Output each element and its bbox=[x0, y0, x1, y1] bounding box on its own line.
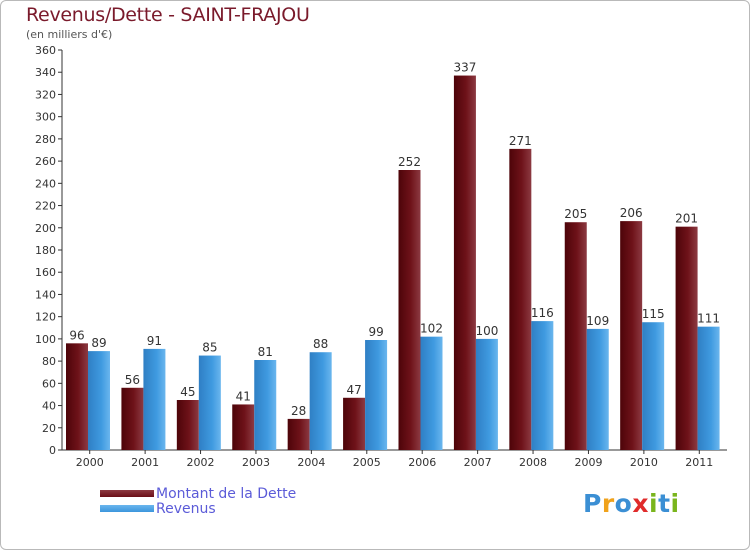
y-tick-label: 160 bbox=[35, 266, 56, 279]
logo-letter: x bbox=[632, 489, 649, 518]
debt-bar bbox=[176, 400, 199, 450]
y-tick-label: 80 bbox=[42, 355, 56, 368]
y-tick-label: 220 bbox=[35, 200, 56, 213]
revenue-value-label: 115 bbox=[642, 307, 665, 321]
x-tick-label: 2005 bbox=[353, 456, 381, 469]
revenue-value-label: 111 bbox=[697, 312, 720, 326]
legend-item-debt: Montant de la Dette bbox=[100, 485, 297, 502]
x-tick-label: 2009 bbox=[574, 456, 602, 469]
x-tick-label: 2003 bbox=[242, 456, 270, 469]
revenue-bar bbox=[642, 322, 665, 450]
y-tick-label: 120 bbox=[35, 311, 56, 324]
revenue-value-label: 102 bbox=[420, 322, 443, 336]
debt-value-label: 47 bbox=[346, 383, 361, 397]
debt-value-label: 205 bbox=[564, 207, 587, 221]
x-tick-label: 2011 bbox=[685, 456, 713, 469]
revenue-value-label: 88 bbox=[313, 337, 328, 351]
revenue-bar bbox=[309, 352, 332, 450]
debt-bar bbox=[398, 170, 421, 450]
debt-value-label: 201 bbox=[675, 212, 698, 226]
x-tick-label: 2010 bbox=[630, 456, 658, 469]
legend-label-revenue: Revenus bbox=[156, 500, 216, 517]
debt-bar bbox=[620, 221, 643, 450]
y-tick-label: 40 bbox=[42, 400, 56, 413]
debt-value-label: 96 bbox=[69, 328, 84, 342]
revenue-value-label: 109 bbox=[586, 314, 609, 328]
y-tick-label: 140 bbox=[35, 288, 56, 301]
debt-value-label: 56 bbox=[125, 373, 140, 387]
y-tick-label: 200 bbox=[35, 222, 56, 235]
debt-value-label: 252 bbox=[398, 155, 421, 169]
logo-letter: P bbox=[583, 489, 602, 518]
revenue-bar bbox=[254, 360, 277, 450]
revenue-value-label: 99 bbox=[368, 325, 383, 339]
revenue-bar bbox=[475, 338, 498, 450]
proxiti-logo: Proxiti bbox=[583, 489, 680, 518]
debt-value-label: 271 bbox=[509, 134, 532, 148]
revenue-value-label: 85 bbox=[202, 341, 217, 355]
y-tick-label: 180 bbox=[35, 244, 56, 257]
logo-letter: i bbox=[649, 489, 659, 518]
revenue-bar bbox=[420, 336, 443, 450]
revenue-value-label: 91 bbox=[147, 334, 162, 348]
debt-bar bbox=[564, 222, 587, 450]
x-tick-label: 2000 bbox=[76, 456, 104, 469]
legend-swatch-debt bbox=[100, 490, 154, 497]
revenue-bar bbox=[88, 351, 110, 450]
logo-letter: r bbox=[601, 489, 615, 518]
debt-value-label: 41 bbox=[236, 389, 251, 403]
revenue-bar bbox=[697, 326, 720, 450]
y-tick-label: 320 bbox=[35, 88, 56, 101]
y-tick-label: 360 bbox=[35, 44, 56, 57]
y-tick-label: 0 bbox=[49, 444, 56, 457]
debt-bar bbox=[343, 397, 366, 450]
y-tick-label: 240 bbox=[35, 177, 56, 190]
unit-label: (en milliers d'€) bbox=[26, 28, 113, 41]
legend-swatch-revenue bbox=[100, 505, 154, 512]
legend-item-revenue: Revenus bbox=[100, 500, 296, 517]
y-tick-label: 20 bbox=[42, 422, 56, 435]
x-tick-label: 2007 bbox=[464, 456, 492, 469]
x-tick-label: 2006 bbox=[408, 456, 436, 469]
legend-label-debt: Montant de la Dette bbox=[156, 485, 297, 502]
revenue-value-label: 81 bbox=[258, 345, 273, 359]
x-tick-label: 2008 bbox=[519, 456, 547, 469]
revenue-bar bbox=[365, 340, 388, 450]
revenue-bar bbox=[198, 355, 221, 450]
debt-bar bbox=[287, 418, 310, 450]
revenue-bar bbox=[586, 328, 609, 450]
debt-value-label: 28 bbox=[291, 404, 306, 418]
revenue-bar bbox=[143, 348, 166, 450]
debt-bar bbox=[453, 75, 476, 451]
y-tick-label: 280 bbox=[35, 133, 56, 146]
logo-letter: t bbox=[658, 489, 671, 518]
debt-value-label: 45 bbox=[180, 385, 195, 399]
chart-title: Revenus/Dette - SAINT-FRAJOU bbox=[26, 4, 310, 26]
y-tick-label: 340 bbox=[35, 66, 56, 79]
y-tick-label: 300 bbox=[35, 111, 56, 124]
debt-value-label: 337 bbox=[453, 61, 476, 75]
legend: Montant de la Dette Revenus bbox=[100, 485, 297, 517]
y-tick-label: 260 bbox=[35, 155, 56, 168]
debt-bar bbox=[509, 148, 532, 450]
revenue-value-label: 116 bbox=[531, 306, 554, 320]
debt-bar bbox=[675, 226, 698, 450]
y-tick-label: 60 bbox=[42, 377, 56, 390]
revenue-value-label: 89 bbox=[91, 336, 106, 350]
x-tick-label: 2002 bbox=[187, 456, 215, 469]
debt-bar bbox=[121, 387, 144, 450]
revenue-value-label: 100 bbox=[475, 324, 498, 338]
y-tick-label: 100 bbox=[35, 333, 56, 346]
debt-bar bbox=[232, 404, 255, 450]
debt-value-label: 206 bbox=[620, 206, 643, 220]
x-tick-label: 2004 bbox=[297, 456, 325, 469]
logo-letter: o bbox=[614, 489, 633, 518]
x-tick-label: 2001 bbox=[131, 456, 159, 469]
logo-letter: i bbox=[670, 489, 680, 518]
revenue-bar bbox=[531, 321, 554, 450]
debt-bar bbox=[66, 343, 88, 450]
